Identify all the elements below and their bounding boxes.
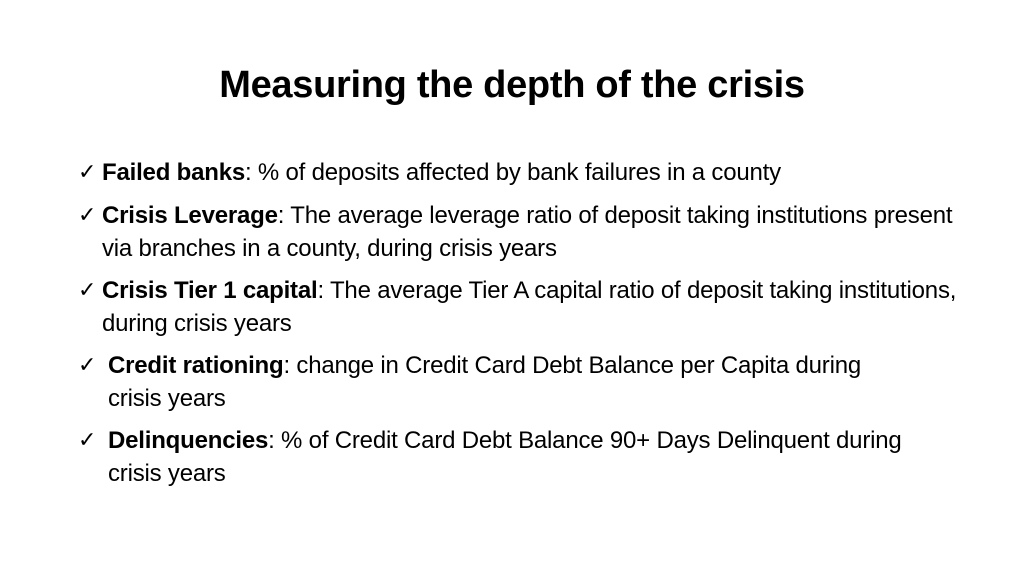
bullet-delinquencies: ✓ Delinquencies: % of Credit Card Debt Ba… <box>78 424 958 490</box>
bullet-failed-banks: ✓ Failed banks: % of deposits affected by… <box>78 156 958 189</box>
bullet-term: Failed banks <box>102 159 245 186</box>
bullet-term: Crisis Tier 1 capital <box>102 277 318 304</box>
bullet-crisis-tier1-capital: ✓ Crisis Tier 1 capital: The average Tier… <box>78 274 958 340</box>
bullet-text: The average leverage ratio of deposit ta… <box>102 202 953 262</box>
bullet-separator: : <box>317 277 324 304</box>
bullet-credit-rationing: ✓ Credit rationing: change in Credit Card… <box>78 349 958 415</box>
bullet-crisis-leverage: ✓ Crisis Leverage: The average leverage r… <box>78 199 958 265</box>
bullet-separator: : <box>268 427 275 454</box>
checkmark-icon: ✓ <box>78 353 97 378</box>
checkmark-icon: ✓ <box>78 428 97 453</box>
bullet-text: change in Credit Card Debt Balance per C… <box>108 352 862 412</box>
bullet-separator: : <box>277 202 285 229</box>
bullet-term: Crisis Leverage <box>102 202 278 229</box>
bullet-text: % of deposits affected by bank failures … <box>251 159 781 186</box>
bullet-text: The average Tier A capital ratio of depo… <box>102 277 957 337</box>
bullet-list: ✓ Failed banks: % of deposits affected by… <box>78 156 958 499</box>
bullet-term: Delinquencies <box>108 427 269 454</box>
bullet-separator: : <box>283 352 290 379</box>
slide-title: Measuring the depth of the crisis <box>219 64 805 106</box>
checkmark-icon: ✓ <box>78 160 97 185</box>
bullet-separator: : <box>244 159 252 186</box>
bullet-text: % of Credit Card Debt Balance 90+ Days D… <box>108 427 902 487</box>
checkmark-icon: ✓ <box>78 278 97 303</box>
bullet-term: Credit rationing <box>108 352 284 379</box>
checkmark-icon: ✓ <box>78 203 97 228</box>
